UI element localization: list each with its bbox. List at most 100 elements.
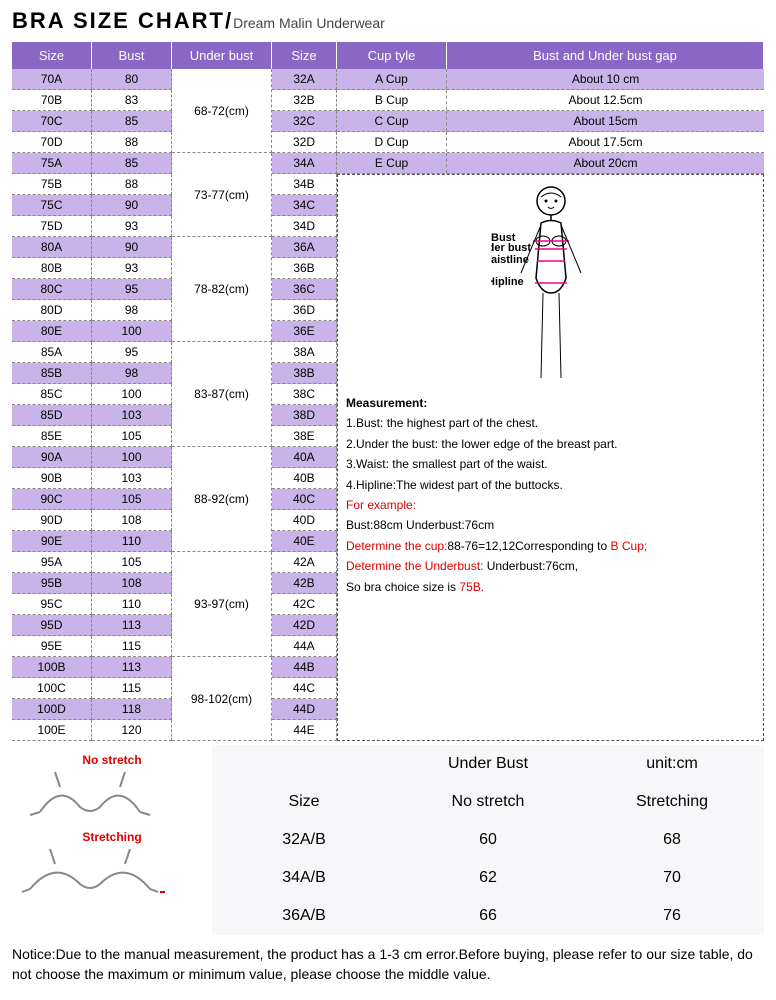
size-cell: 90E <box>12 531 92 552</box>
stretch-cell: 62 <box>396 869 580 887</box>
size2-cell: 40E <box>272 531 337 552</box>
cup-cell: C Cup <box>337 111 447 131</box>
size2-cell: 42C <box>272 594 337 615</box>
size2-cell: 34B <box>272 174 337 195</box>
size2-cell: 36C <box>272 279 337 300</box>
example-line: Determine the Underbust: Underbust:76cm, <box>346 556 755 576</box>
svg-text:Hipline: Hipline <box>491 276 524 288</box>
size2-cell: 44E <box>272 720 337 741</box>
notice-text: Notice:Due to the manual measurement, th… <box>0 935 776 994</box>
size2-column: 32A32B32C32D34A34B34C34D36A36B36C36D36E3… <box>272 69 337 741</box>
size2-cell: 32B <box>272 90 337 111</box>
size-cell: 70B <box>12 90 92 111</box>
stretching-label: Stretching <box>20 830 204 844</box>
size2-cell: 38E <box>272 426 337 447</box>
bust-cell: 110 <box>92 531 172 552</box>
bust-cell: 113 <box>92 615 172 636</box>
size2-cell: 36A <box>272 237 337 258</box>
size2-cell: 40D <box>272 510 337 531</box>
bust-cell: 105 <box>92 489 172 510</box>
gap-cell: About 12.5cm <box>447 90 764 110</box>
bust-cell: 80 <box>92 69 172 90</box>
bust-cell: 83 <box>92 90 172 111</box>
cup-row: D CupAbout 17.5cm <box>337 132 764 153</box>
underbust-cell: 68-72(cm) <box>172 69 272 153</box>
meas-line: 1.Bust: the highest part of the chest. <box>346 413 755 433</box>
bust-cell: 115 <box>92 678 172 699</box>
size2-cell: 36D <box>272 300 337 321</box>
gap-cell: About 15cm <box>447 111 764 131</box>
size2-cell: 44D <box>272 699 337 720</box>
example-line: So bra choice size is 75B. <box>346 577 755 597</box>
stretch-cell: 36A/B <box>212 907 396 925</box>
stretch-table: Under Bustunit:cm SizeNo stretchStretchi… <box>212 745 764 935</box>
size-cell: 75B <box>12 174 92 195</box>
size-cell: 80A <box>12 237 92 258</box>
bust-cell: 103 <box>92 468 172 489</box>
size-cell: 70D <box>12 132 92 153</box>
example-line: Determine the cup:88-76=12,12Correspondi… <box>346 536 755 556</box>
size2-cell: 44A <box>272 636 337 657</box>
size-cell: 75C <box>12 195 92 216</box>
size2-cell: 38A <box>272 342 337 363</box>
underbust-cell: 93-97(cm) <box>172 552 272 657</box>
underbust-cell: 73-77(cm) <box>172 153 272 237</box>
bust-cell: 85 <box>92 153 172 174</box>
size2-cell: 44B <box>272 657 337 678</box>
size-cell: 95E <box>12 636 92 657</box>
bust-cell: 98 <box>92 300 172 321</box>
bust-cell: 98 <box>92 363 172 384</box>
stretch-cell: 66 <box>396 907 580 925</box>
bust-cell: 90 <box>92 195 172 216</box>
bust-cell: 93 <box>92 216 172 237</box>
measurement-panel: Bust Under bust Waistline Hipline Measur… <box>337 174 764 741</box>
gap-cell: About 17.5cm <box>447 132 764 152</box>
size2-cell: 44C <box>272 678 337 699</box>
stretch-cell: 32A/B <box>212 831 396 849</box>
underbust-column: 68-72(cm)73-77(cm)78-82(cm)83-87(cm)88-9… <box>172 69 272 741</box>
size2-cell: 36E <box>272 321 337 342</box>
title: BRA SIZE CHART/ <box>12 8 233 33</box>
underbust-cell: 88-92(cm) <box>172 447 272 552</box>
stretch-cell: 70 <box>580 869 764 887</box>
size-cell: 100D <box>12 699 92 720</box>
size-cell: 80C <box>12 279 92 300</box>
size2-cell: 38B <box>272 363 337 384</box>
example-line: Bust:88cm Underbust:76cm <box>346 515 755 535</box>
size2-cell: 40A <box>272 447 337 468</box>
bust-cell: 110 <box>92 594 172 615</box>
bust-cell: 100 <box>92 384 172 405</box>
size-cell: 70C <box>12 111 92 132</box>
size2-cell: 40B <box>272 468 337 489</box>
col-header: Under bust <box>172 42 272 69</box>
bust-cell: 118 <box>92 699 172 720</box>
size-cell: 70A <box>12 69 92 90</box>
meas-line: 4.Hipline:The widest part of the buttock… <box>346 475 755 495</box>
size-cell: 85B <box>12 363 92 384</box>
size-cell: 90C <box>12 489 92 510</box>
size2-cell: 42A <box>272 552 337 573</box>
col-header: Size <box>272 42 337 69</box>
size2-cell: 42D <box>272 615 337 636</box>
bust-cell: 100 <box>92 447 172 468</box>
example-label: For example: <box>346 495 755 515</box>
bra-no-stretch-icon <box>20 767 180 827</box>
stretch-row: 32A/B6068 <box>212 821 764 859</box>
gap-cell: About 10 cm <box>447 69 764 89</box>
size-cell: 90A <box>12 447 92 468</box>
size-cell: 95A <box>12 552 92 573</box>
size-cell: 90D <box>12 510 92 531</box>
bust-column: 8083858885889093909395981009598100103105… <box>92 69 172 741</box>
size2-cell: 32C <box>272 111 337 132</box>
size2-cell: 40C <box>272 489 337 510</box>
size-column: 70A70B70C70D75A75B75C75D80A80B80C80D80E8… <box>12 69 92 741</box>
underbust-cell: 78-82(cm) <box>172 237 272 342</box>
table-header-row: Size Bust Under bust Size Cup tyle Bust … <box>12 42 764 69</box>
meas-line: 3.Waist: the smallest part of the waist. <box>346 454 755 474</box>
cup-row: A CupAbout 10 cm <box>337 69 764 90</box>
cup-row: E CupAbout 20cm <box>337 153 764 174</box>
size-cell: 95B <box>12 573 92 594</box>
meas-title: Measurement: <box>346 393 755 413</box>
page-header: BRA SIZE CHART/Dream Malin Underwear <box>0 0 776 42</box>
col-header: Bust and Under bust gap <box>447 42 764 69</box>
